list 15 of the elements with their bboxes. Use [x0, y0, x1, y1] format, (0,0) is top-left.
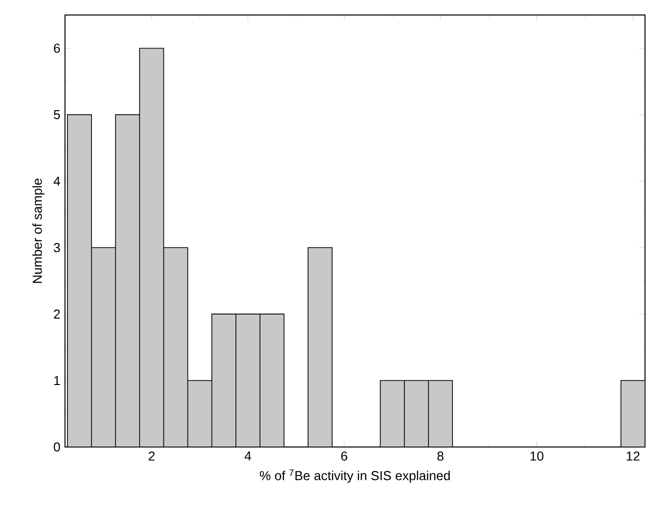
y-tick-label: 5: [54, 110, 60, 120]
y-tick-label: 1: [54, 376, 60, 385]
y-tick-label: 2: [54, 310, 60, 319]
x-tick-label: 6: [341, 451, 348, 461]
y-tick-label: 4: [54, 176, 60, 186]
y-tick-label: 3: [54, 243, 60, 252]
x-tick-label: 4: [244, 452, 252, 460]
x-tick-label: 2: [148, 451, 155, 461]
y-tick-label: 6: [54, 44, 60, 53]
x-tick-label: 8: [437, 451, 444, 461]
y-axis-title: Number of sample: [32, 178, 44, 283]
x-tick-label: 12: [626, 451, 640, 461]
x-axis-title: % of $^{7}$Be activity in SIS explained: [260, 470, 450, 483]
x-tick-label: 10: [530, 451, 544, 461]
y-tick-label: 0: [54, 442, 60, 452]
